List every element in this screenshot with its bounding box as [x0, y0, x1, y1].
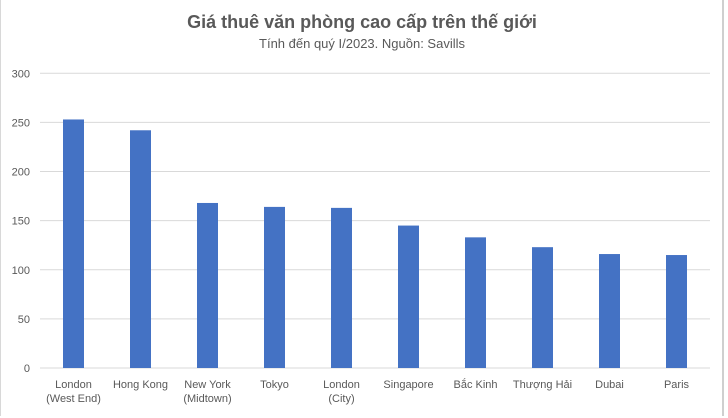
y-tick-label: 100 — [12, 265, 30, 277]
x-tick-label: London — [55, 379, 92, 391]
bar — [465, 237, 486, 368]
bar — [264, 206, 285, 368]
x-tick-label: Hong Kong — [113, 379, 168, 391]
bar — [599, 254, 620, 368]
x-tick-label: (City) — [328, 393, 354, 405]
x-tick-label: (West End) — [46, 393, 101, 405]
x-tick-label: Paris — [664, 379, 690, 391]
chart-subtitle: Tính đến quý I/2023. Nguồn: Savills — [259, 36, 465, 51]
y-tick-label: 50 — [18, 314, 30, 326]
bar — [532, 247, 553, 368]
bar — [331, 207, 352, 368]
y-tick-label: 200 — [12, 167, 30, 179]
y-tick-label: 150 — [12, 216, 30, 228]
bar — [398, 225, 419, 368]
bar — [130, 130, 151, 368]
y-tick-label: 250 — [12, 117, 30, 129]
x-tick-label: Dubai — [595, 379, 624, 391]
y-tick-label: 300 — [12, 68, 30, 80]
x-tick-label: New York — [184, 379, 231, 391]
bar — [197, 202, 218, 368]
x-tick-label: Tokyo — [260, 379, 289, 391]
y-tick-label: 0 — [24, 363, 30, 375]
x-tick-label: London — [323, 379, 360, 391]
x-tick-label: Bắc Kinh — [453, 378, 497, 391]
bar — [666, 255, 687, 368]
bar — [63, 119, 84, 368]
x-tick-label: Singapore — [383, 379, 433, 391]
chart-title: Giá thuê văn phòng cao cấp trên thế giới — [187, 12, 537, 32]
x-tick-label: Thượng Hải — [513, 379, 572, 391]
x-tick-label: (Midtown) — [183, 393, 231, 405]
